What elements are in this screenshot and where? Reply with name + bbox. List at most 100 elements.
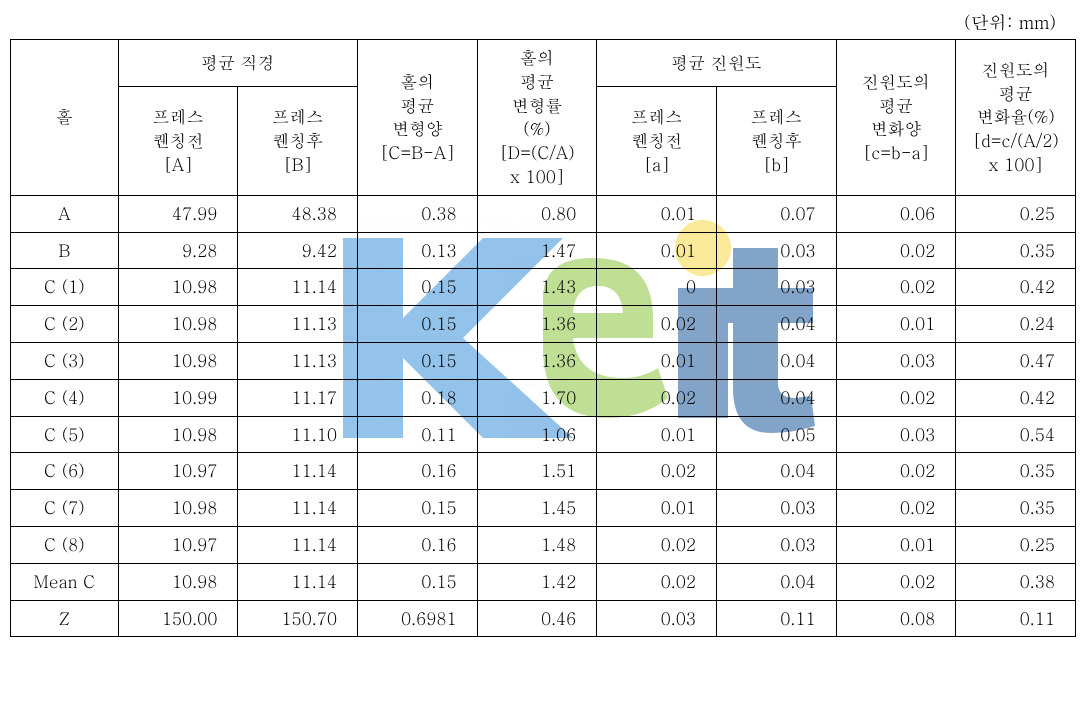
cell-value: 0.13	[358, 232, 478, 269]
row-label: C (7)	[11, 490, 119, 527]
cell-value: 0.47	[956, 342, 1076, 379]
cell-value: 0.18	[358, 379, 478, 416]
cell-value: 0.35	[956, 453, 1076, 490]
cell-value: 0.11	[358, 416, 478, 453]
cell-value: 11.14	[238, 269, 358, 306]
cell-value: 10.98	[118, 490, 238, 527]
cell-value: 11.13	[238, 342, 358, 379]
table-row: C (1)10.9811.140.151.4300.030.020.42	[11, 269, 1076, 306]
cell-value: 0.35	[956, 490, 1076, 527]
cell-value: 0.01	[597, 490, 717, 527]
cell-value: 0.01	[597, 416, 717, 453]
header-hole-avg-deform-rate: 홀의평균변형률(%)[D=(C/A)x 100]	[477, 40, 597, 196]
cell-value: 10.97	[118, 453, 238, 490]
cell-value: 0.03	[836, 416, 956, 453]
cell-value: 0.46	[477, 600, 597, 637]
table-row: C (5)10.9811.100.111.060.010.050.030.54	[11, 416, 1076, 453]
cell-value: 0.04	[716, 306, 836, 343]
row-label: C (3)	[11, 342, 119, 379]
cell-value: 0.07	[716, 195, 836, 232]
cell-value: 0.06	[836, 195, 956, 232]
cell-value: 11.14	[238, 453, 358, 490]
row-label: C (5)	[11, 416, 119, 453]
cell-value: 0.02	[597, 379, 717, 416]
cell-value: 11.14	[238, 526, 358, 563]
table-row: C (3)10.9811.130.151.360.010.040.030.47	[11, 342, 1076, 379]
cell-value: 0.16	[358, 453, 478, 490]
cell-value: 0.01	[836, 526, 956, 563]
cell-value: 0	[597, 269, 717, 306]
cell-value: 0.42	[956, 379, 1076, 416]
row-label: C (2)	[11, 306, 119, 343]
cell-value: 0.01	[597, 195, 717, 232]
cell-value: 11.10	[238, 416, 358, 453]
cell-value: 1.51	[477, 453, 597, 490]
cell-value: 150.70	[238, 600, 358, 637]
cell-value: 9.42	[238, 232, 358, 269]
data-table: 홀 평균 직경 홀의평균변형양[C=B-A] 홀의평균변형률(%)[D=(C/A…	[10, 39, 1076, 637]
cell-value: 0.01	[597, 232, 717, 269]
cell-value: 0.05	[716, 416, 836, 453]
cell-value: 0.04	[716, 379, 836, 416]
cell-value: 0.04	[716, 563, 836, 600]
cell-value: 1.48	[477, 526, 597, 563]
cell-value: 0.11	[716, 600, 836, 637]
cell-value: 1.43	[477, 269, 597, 306]
cell-value: 1.45	[477, 490, 597, 527]
cell-value: 0.02	[836, 563, 956, 600]
cell-value: 0.02	[836, 490, 956, 527]
cell-value: 10.98	[118, 269, 238, 306]
row-label: A	[11, 195, 119, 232]
header-hole-avg-deform: 홀의평균변형양[C=B-A]	[358, 40, 478, 196]
cell-value: 0.02	[597, 453, 717, 490]
table-row: B9.289.420.131.470.010.030.020.35	[11, 232, 1076, 269]
cell-value: 9.28	[118, 232, 238, 269]
cell-value: 150.00	[118, 600, 238, 637]
cell-value: 48.38	[238, 195, 358, 232]
cell-value: 1.47	[477, 232, 597, 269]
table-body: A47.9948.380.380.800.010.070.060.25B9.28…	[11, 195, 1076, 637]
cell-value: 0.02	[597, 306, 717, 343]
cell-value: 10.98	[118, 563, 238, 600]
cell-value: 0.01	[836, 306, 956, 343]
table-row: C (8)10.9711.140.161.480.020.030.010.25	[11, 526, 1076, 563]
cell-value: 0.38	[956, 563, 1076, 600]
header-hole: 홀	[11, 40, 119, 196]
cell-value: 10.98	[118, 306, 238, 343]
cell-value: 11.13	[238, 306, 358, 343]
cell-value: 0.04	[716, 342, 836, 379]
cell-value: 0.02	[597, 563, 717, 600]
cell-value: 0.6981	[358, 600, 478, 637]
header-after-press-b: 프레스퀜칭후[b]	[716, 87, 836, 195]
cell-value: 0.35	[956, 232, 1076, 269]
header-avg-diameter: 평균 직경	[118, 40, 357, 87]
cell-value: 11.14	[238, 490, 358, 527]
row-label: B	[11, 232, 119, 269]
cell-value: 0.02	[836, 269, 956, 306]
table-row: C (2)10.9811.130.151.360.020.040.010.24	[11, 306, 1076, 343]
row-label: C (8)	[11, 526, 119, 563]
cell-value: 0.11	[956, 600, 1076, 637]
cell-value: 10.98	[118, 342, 238, 379]
cell-value: 0.25	[956, 526, 1076, 563]
cell-value: 0.03	[597, 600, 717, 637]
cell-value: 0.15	[358, 269, 478, 306]
cell-value: 1.06	[477, 416, 597, 453]
cell-value: 0.25	[956, 195, 1076, 232]
cell-value: 0.16	[358, 526, 478, 563]
cell-value: 0.03	[716, 232, 836, 269]
cell-value: 0.15	[358, 563, 478, 600]
cell-value: 10.97	[118, 526, 238, 563]
table-header: 홀 평균 직경 홀의평균변형양[C=B-A] 홀의평균변형률(%)[D=(C/A…	[11, 40, 1076, 196]
cell-value: 10.99	[118, 379, 238, 416]
row-label: C (1)	[11, 269, 119, 306]
cell-value: 0.04	[716, 453, 836, 490]
header-avg-roundness: 평균 진원도	[597, 40, 836, 87]
cell-value: 1.36	[477, 306, 597, 343]
cell-value: 0.02	[836, 453, 956, 490]
cell-value: 1.70	[477, 379, 597, 416]
table-row: C (6)10.9711.140.161.510.020.040.020.35	[11, 453, 1076, 490]
cell-value: 0.02	[597, 526, 717, 563]
table-row: Z150.00150.700.69810.460.030.110.080.11	[11, 600, 1076, 637]
cell-value: 1.36	[477, 342, 597, 379]
